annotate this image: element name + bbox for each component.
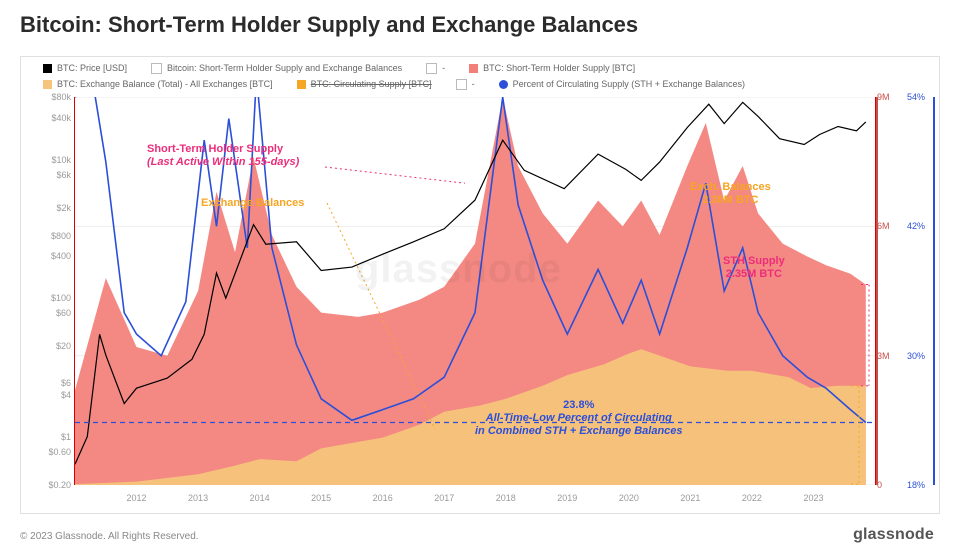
copyright-text: © 2023 Glassnode. All Rights Reserved. (20, 531, 199, 542)
xtick: 2013 (188, 493, 208, 503)
plot-area: glassnode Short-Term Holder Supply (Last… (75, 97, 875, 485)
anno-sth-supply-sub: (Last Active Within 155-days) (147, 156, 299, 169)
legend-swatch (151, 63, 162, 74)
ytick-right-pct: 18% (907, 480, 933, 490)
anno-exch-value-l1: Exch. Balances (690, 181, 771, 194)
legend-item: BTC: Exchange Balance (Total) - All Exch… (43, 77, 273, 91)
legend-label: BTC: Circulating Supply [BTC] (311, 77, 432, 91)
ytick-left: $60 (29, 308, 71, 318)
legend-label: BTC: Price [USD] (57, 61, 127, 75)
anno-sth-value: STH Supply 2.35M BTC (723, 255, 785, 281)
legend-label: BTC: Short-Term Holder Supply [BTC] (483, 61, 635, 75)
legend-item: BTC: Circulating Supply [BTC] (297, 77, 432, 91)
legend-label: - (442, 61, 445, 75)
legend-item: Bitcoin: Short-Term Holder Supply and Ex… (151, 61, 402, 75)
xtick: 2020 (619, 493, 639, 503)
ytick-right-pct: 30% (907, 351, 933, 361)
anno-pct-sub2: in Combined STH + Exchange Balances (475, 425, 683, 438)
ytick-left: $40k (29, 113, 71, 123)
ytick-left: $1 (29, 432, 71, 442)
anno-pct-value: 23.8% (475, 399, 683, 412)
legend-item: - (456, 77, 475, 91)
legend-item: Percent of Circulating Supply (STH + Exc… (499, 77, 745, 91)
anno-sth-value-l1: STH Supply (723, 255, 785, 268)
anno-exchange-balances: Exchange Balances (201, 197, 304, 210)
xtick: 2022 (742, 493, 762, 503)
ytick-right-pct: 54% (907, 92, 933, 102)
anno-exch-value-l2: 2.30M BTC (690, 194, 771, 207)
anno-pct: 23.8% All-Time-Low Percent of Circulatin… (475, 399, 683, 438)
xtick: 2012 (127, 493, 147, 503)
xtick: 2015 (311, 493, 331, 503)
anno-sth-supply: Short-Term Holder Supply (Last Active Wi… (147, 143, 299, 169)
right-axis-btc-line (876, 97, 878, 485)
right-axis-pct-line (933, 97, 935, 485)
xtick: 2017 (434, 493, 454, 503)
ytick-left: $0.60 (29, 447, 71, 457)
ytick-left: $6 (29, 378, 71, 388)
xtick: 2023 (803, 493, 823, 503)
chart-frame: BTC: Price [USD] Bitcoin: Short-Term Hold… (20, 56, 940, 514)
ytick-left: $800 (29, 231, 71, 241)
legend-swatch (499, 80, 508, 89)
legend-row-2: BTC: Exchange Balance (Total) - All Exch… (43, 77, 917, 91)
brand-logo: glassnode (853, 526, 934, 544)
xtick: 2019 (557, 493, 577, 503)
xtick: 2014 (250, 493, 270, 503)
sth-connector (325, 167, 465, 183)
legend-swatch (456, 79, 467, 90)
ytick-left: $4 (29, 390, 71, 400)
ytick-right-btc: 3M (877, 351, 903, 361)
legend-swatch (426, 63, 437, 74)
legend-item: BTC: Short-Term Holder Supply [BTC] (469, 61, 635, 75)
legend-item: BTC: Price [USD] (43, 61, 127, 75)
anno-pct-sub1: All-Time-Low Percent of Circulating (475, 412, 683, 425)
ytick-left: $20 (29, 341, 71, 351)
legend: BTC: Price [USD] Bitcoin: Short-Term Hold… (43, 61, 917, 91)
ytick-right-btc: 6M (877, 221, 903, 231)
legend-swatch (43, 80, 52, 89)
anno-exch-value: Exch. Balances 2.30M BTC (690, 181, 771, 207)
xtick: 2018 (496, 493, 516, 503)
ytick-left: $80k (29, 92, 71, 102)
ytick-right-btc: 9M (877, 92, 903, 102)
legend-label: BTC: Exchange Balance (Total) - All Exch… (57, 77, 273, 91)
xtick: 2016 (373, 493, 393, 503)
legend-row-1: BTC: Price [USD] Bitcoin: Short-Term Hold… (43, 61, 917, 75)
ytick-right-pct: 42% (907, 221, 933, 231)
xtick: 2021 (680, 493, 700, 503)
legend-label: Bitcoin: Short-Term Holder Supply and Ex… (167, 61, 402, 75)
legend-swatch (469, 64, 478, 73)
legend-label: Percent of Circulating Supply (STH + Exc… (513, 77, 745, 91)
ytick-right-btc: 0 (877, 480, 903, 490)
ytick-left: $6k (29, 170, 71, 180)
ytick-left: $2k (29, 203, 71, 213)
legend-item: - (426, 61, 445, 75)
legend-label: - (472, 77, 475, 91)
anno-sth-supply-title: Short-Term Holder Supply (147, 143, 299, 156)
legend-swatch (43, 64, 52, 73)
page: Bitcoin: Short-Term Holder Supply and Ex… (0, 0, 958, 552)
chart-title: Bitcoin: Short-Term Holder Supply and Ex… (20, 12, 638, 38)
ytick-left: $400 (29, 251, 71, 261)
legend-swatch (297, 80, 306, 89)
anno-sth-value-l2: 2.35M BTC (723, 268, 785, 281)
ytick-left: $0.20 (29, 480, 71, 490)
ytick-left: $100 (29, 293, 71, 303)
ytick-left: $10k (29, 155, 71, 165)
